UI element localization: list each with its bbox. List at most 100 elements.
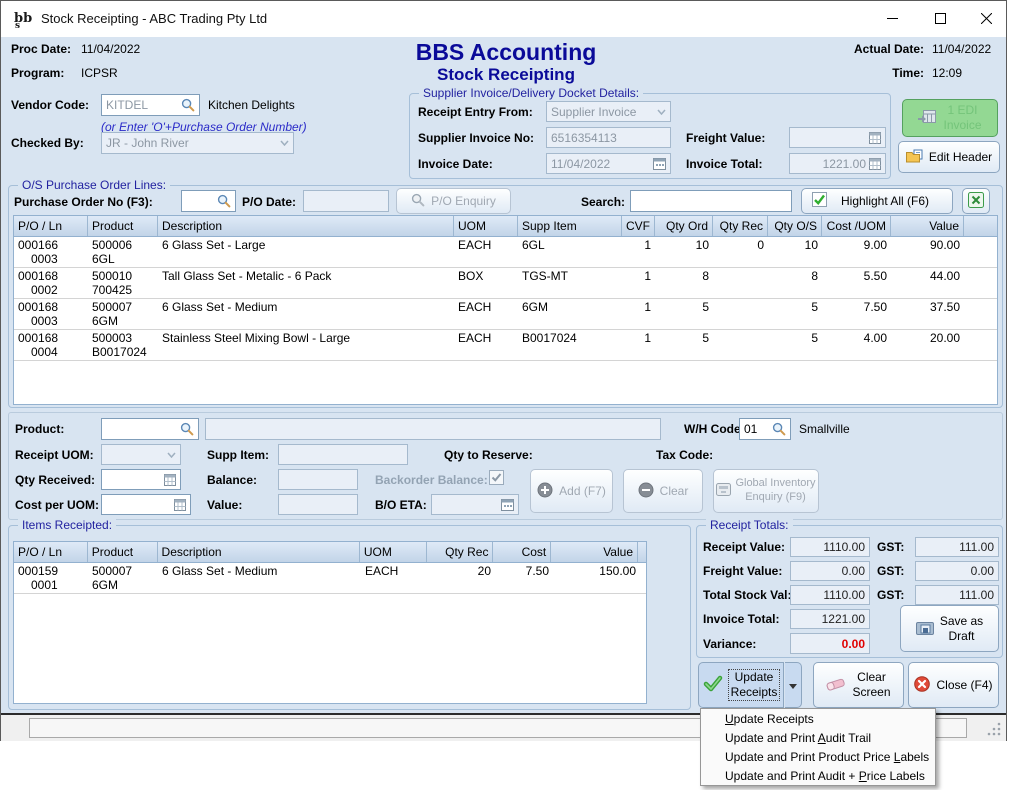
column-header: CVF [622, 216, 655, 236]
backorder-balance-checkbox[interactable] [489, 470, 504, 490]
program-value: ICPSR [81, 66, 118, 80]
qty-to-reserve-label: Qty to Reserve: [444, 448, 533, 462]
wh-code-label: W/H Code: [684, 422, 745, 436]
cell-qty_rec: 20 [428, 563, 495, 593]
invoice-total2-label: Invoice Total: [703, 612, 779, 626]
freight-value-input[interactable] [789, 127, 886, 148]
calendar-icon[interactable] [501, 498, 514, 511]
po-line-row[interactable]: 0001680004500003B0017024Stainless Steel … [14, 330, 997, 361]
cell-description: Stainless Steel Mixing Bowl - Large [158, 330, 454, 360]
cell-qty_rec [713, 268, 768, 298]
cell-product: 5000066GL [88, 237, 158, 267]
supplier-invoice-no-input[interactable]: 6516354113 [546, 127, 671, 148]
update-receipts-dropdown-button[interactable] [785, 662, 802, 708]
freight-total-field: 0.00 [790, 561, 870, 581]
bo-eta-label: B/O ETA: [375, 498, 427, 512]
product-input[interactable] [101, 418, 199, 440]
menu-item[interactable]: Update and Print Audit Trail [701, 728, 935, 747]
check-icon [703, 675, 723, 695]
supp-item-input[interactable] [278, 444, 408, 465]
invoice-total-label: Invoice Total: [686, 157, 762, 171]
po-table-header: P/O / LnProductDescriptionUOMSupp ItemCV… [14, 216, 997, 237]
receipt-entry-from-label: Receipt Entry From: [418, 105, 533, 119]
edit-header-button[interactable]: Edit Header [898, 141, 1000, 173]
save-as-draft-button[interactable]: Save as Draft [900, 605, 999, 652]
cell-value: 90.00 [891, 237, 964, 267]
calendar-icon[interactable] [653, 157, 666, 170]
variance-label: Variance: [703, 637, 756, 651]
update-receipts-menu: Update ReceiptsUpdate and Print Audit Tr… [700, 708, 936, 786]
search-input[interactable] [630, 190, 792, 212]
po-line-row[interactable]: 00016800035000076GM6 Glass Set - MediumE… [14, 299, 997, 330]
column-header-filler [964, 216, 997, 236]
update-receipts-button[interactable]: Update Receipts [698, 662, 784, 708]
freight-value-label: Freight Value: [686, 131, 765, 145]
column-header: Product [88, 542, 158, 562]
checkbox-checked-icon [812, 192, 827, 210]
po-date-input[interactable] [303, 190, 389, 212]
close-button[interactable]: Close (F4) [908, 662, 999, 708]
close-window-button[interactable] [963, 1, 1009, 35]
edi-invoice-button[interactable]: 1 EDI Invoice [902, 99, 998, 137]
vendor-name: Kitchen Delights [208, 98, 295, 112]
vendor-code-input[interactable]: KITDEL [101, 94, 200, 116]
calculator-icon[interactable] [174, 499, 186, 511]
invoice-total-input[interactable]: 1221.00 [789, 153, 886, 174]
receipt-entry-from-select[interactable]: Supplier Invoice [546, 101, 671, 122]
clear-button[interactable]: Clear [623, 469, 703, 513]
invoice-date-input[interactable]: 11/04/2022 [546, 153, 671, 174]
cell-uom: BOX [454, 268, 518, 298]
po-number-input[interactable] [181, 190, 236, 212]
wh-code-input[interactable]: 01 [739, 418, 791, 440]
freight-gst-field: 0.00 [915, 561, 999, 581]
clear-screen-button[interactable]: Clear Screen [813, 662, 904, 708]
value-label: Value: [207, 498, 242, 512]
bo-eta-input[interactable] [431, 494, 519, 515]
global-inventory-enquiry-button[interactable]: Global Inventory Enquiry (F9) [713, 469, 819, 513]
highlight-all-button[interactable]: Highlight All (F6) [801, 188, 953, 214]
app-logo-icon: bbs [13, 9, 35, 34]
resize-grip[interactable] [987, 722, 1001, 741]
menu-item[interactable]: Update Receipts [701, 709, 935, 728]
minimize-button[interactable] [869, 1, 915, 35]
qty-received-label: Qty Received: [15, 473, 95, 487]
maximize-button[interactable] [917, 1, 963, 35]
receipted-item-row[interactable]: 00015900015000076GM6 Glass Set - MediumE… [14, 563, 646, 594]
cell-supp_item: TGS-MT [518, 268, 622, 298]
po-line-row[interactable]: 00016600035000066GL6 Glass Set - LargeEA… [14, 237, 997, 268]
items-table-header: P/O / LnProductDescriptionUOMQty RecCost… [14, 542, 646, 563]
calculator-icon[interactable] [164, 474, 176, 486]
po-enquiry-button[interactable]: P/O Enquiry [396, 188, 511, 214]
magnifier-icon[interactable] [181, 98, 195, 112]
export-excel-button[interactable] [962, 188, 990, 214]
cell-product: 5000076GM [88, 563, 158, 593]
supplier-invoice-group-title: Supplier Invoice/Delivery Docket Details… [419, 86, 643, 100]
time-value: 12:09 [932, 66, 962, 80]
cell-qty_ord: 5 [655, 299, 713, 329]
balance-label: Balance: [207, 473, 257, 487]
magnifier-icon[interactable] [217, 194, 231, 208]
calculator-icon[interactable] [869, 132, 881, 144]
calculator-icon[interactable] [869, 158, 881, 170]
po-line-row[interactable]: 0001680002500010700425Tall Glass Set - M… [14, 268, 997, 299]
menu-item[interactable]: Update and Print Product Price Labels [701, 747, 935, 766]
window-title: Stock Receipting - ABC Trading Pty Ltd [41, 11, 267, 26]
column-header: Qty Ord [655, 216, 713, 236]
add-button[interactable]: Add (F7) [530, 469, 613, 513]
checked-by-select[interactable]: JR - John River [101, 132, 294, 154]
qty-received-input[interactable] [101, 469, 181, 490]
magnifier-icon[interactable] [772, 422, 786, 436]
actual-date-value: 11/04/2022 [932, 42, 991, 56]
po-table-body: 00016600035000066GL6 Glass Set - LargeEA… [14, 237, 997, 361]
cost-per-uom-input[interactable] [101, 494, 191, 515]
vendor-code-label: Vendor Code: [11, 98, 89, 112]
menu-item[interactable]: Update and Print Audit + Price Labels [701, 766, 935, 785]
excel-icon [968, 192, 984, 211]
total-stock-field: 1110.00 [790, 585, 870, 605]
magnifier-icon[interactable] [180, 422, 194, 436]
column-header: P/O / Ln [14, 542, 88, 562]
cell-description: 6 Glass Set - Medium [158, 563, 361, 593]
receipt-uom-select[interactable] [101, 444, 181, 465]
freight-total-label: Freight Value: [703, 564, 782, 578]
folder-icon [906, 149, 923, 166]
